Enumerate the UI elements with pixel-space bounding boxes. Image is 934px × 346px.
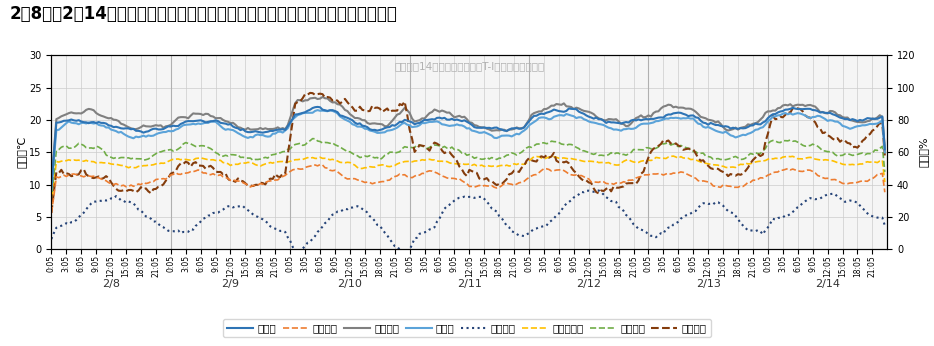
Text: 2/14: 2/14 [815,279,840,289]
Text: ２／８～14における竹山団地T-I住戸の温湿度推移: ２／８～14における竹山団地T-I住戸の温湿度推移 [394,61,545,71]
Text: 2/8: 2/8 [102,279,120,289]
Text: 2/13: 2/13 [696,279,721,289]
Text: 2月8日～2月14日における竹山団地内の断炱改修済み住戸における温湿度の推移: 2月8日～2月14日における竹山団地内の断炱改修済み住戸における温湿度の推移 [9,5,397,23]
Y-axis label: 湿度　%: 湿度 % [918,137,928,167]
Text: 2/11: 2/11 [457,279,482,289]
Text: 2/10: 2/10 [337,279,362,289]
Y-axis label: 温度　℃: 温度 ℃ [17,136,26,169]
Legend: 居間温, 居間湿度, 北洋室温, 玄関温, 横浜気温, 北洋室湿度, 玄関湿度, 横浜湿度: 居間温, 居間湿度, 北洋室温, 玄関温, 横浜気温, 北洋室湿度, 玄関湿度,… [223,319,711,337]
Text: 2/12: 2/12 [576,279,601,289]
Text: 2/9: 2/9 [221,279,239,289]
